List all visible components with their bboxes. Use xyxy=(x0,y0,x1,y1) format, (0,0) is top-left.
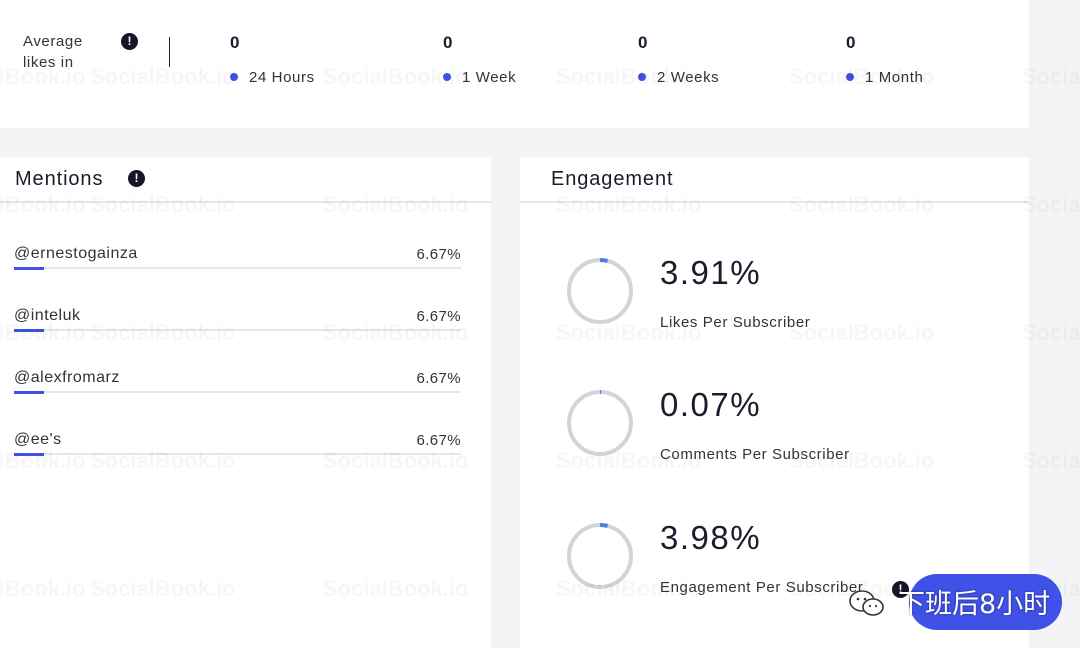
title-divider xyxy=(520,201,1029,203)
mention-bar-fill xyxy=(14,391,44,394)
bullet-dot-icon xyxy=(846,73,854,81)
bullet-dot-icon xyxy=(638,73,646,81)
mention-bar-fill xyxy=(14,453,44,456)
chat-label[interactable]: 下班后8小时 xyxy=(898,589,1051,620)
mention-percent: 6.67% xyxy=(416,308,461,325)
mention-row[interactable]: @ee's 6.67% xyxy=(14,431,461,471)
engagement-label: Comments Per Subscriber xyxy=(660,446,850,463)
stat-value-2-weeks: 0 xyxy=(638,33,648,52)
engagement-title: Engagement xyxy=(551,168,674,190)
engagement-item: 3.91% Likes Per Subscriber xyxy=(566,254,1006,337)
engagement-value: 3.91% xyxy=(660,254,762,291)
watermark-text: SocialBook.io xyxy=(1022,192,1080,218)
mention-row[interactable]: @ernestogainza 6.67% xyxy=(14,245,461,285)
stat-value-1-week: 0 xyxy=(443,33,453,52)
mention-handle: @ee's xyxy=(14,431,62,448)
mention-handle: @alexfromarz xyxy=(14,369,120,386)
mention-bar-track xyxy=(14,391,461,393)
mention-percent: 6.67% xyxy=(416,432,461,449)
info-icon[interactable]: ! xyxy=(121,33,138,50)
info-icon[interactable]: ! xyxy=(128,170,145,187)
mention-row[interactable]: @alexfromarz 6.67% xyxy=(14,369,461,409)
stat-value-1-month: 0 xyxy=(846,33,856,52)
engagement-card: Engagement 3.91% Likes Per Subscriber 0.… xyxy=(520,157,1029,648)
mention-handle: @ernestogainza xyxy=(14,245,138,262)
mentions-card: Mentions ! @ernestogainza 6.67% @inteluk… xyxy=(0,157,491,648)
ring-track xyxy=(567,523,633,589)
average-likes-label: Average likes in xyxy=(23,33,83,71)
mention-percent: 6.67% xyxy=(416,246,461,263)
info-icon: ! xyxy=(892,581,909,598)
watermark-text: SocialBook.io xyxy=(1022,448,1080,474)
ring-progress xyxy=(567,258,633,324)
engagement-value: 3.98% xyxy=(660,519,762,556)
chat-button[interactable] xyxy=(909,574,1062,630)
engagement-item: 3.98% Engagement Per Subscriber xyxy=(566,519,1006,602)
mentions-title: Mentions xyxy=(15,168,104,190)
mention-bar-track xyxy=(14,267,461,269)
ring-track xyxy=(567,390,633,456)
stat-label-1-week: 1 Week xyxy=(443,69,516,86)
engagement-label: Likes Per Subscriber xyxy=(660,314,811,331)
watermark-text: SocialBook.io xyxy=(1022,64,1080,90)
wechat-icon xyxy=(849,590,884,616)
mention-row[interactable]: @inteluk 6.67% xyxy=(14,307,461,347)
mention-bar-track xyxy=(14,453,461,455)
progress-ring xyxy=(567,258,633,324)
mention-handle: @inteluk xyxy=(14,307,81,324)
ring-progress xyxy=(567,390,633,456)
stat-label-2-weeks: 2 Weeks xyxy=(638,69,719,86)
mention-bar-fill xyxy=(14,267,44,270)
engagement-item: 0.07% Comments Per Subscriber xyxy=(566,386,1006,469)
mention-percent: 6.67% xyxy=(416,370,461,387)
engagement-value: 0.07% xyxy=(660,386,762,423)
stat-label-1-month: 1 Month xyxy=(846,69,923,86)
stat-label-24-hours: 24 Hours xyxy=(230,69,315,86)
title-divider xyxy=(0,201,491,203)
engagement-label: Engagement Per Subscriber xyxy=(660,579,864,596)
bullet-dot-icon xyxy=(443,73,451,81)
mention-bar-track xyxy=(14,329,461,331)
ring-track xyxy=(567,258,633,324)
divider xyxy=(169,37,170,67)
mention-bar-fill xyxy=(14,329,44,332)
watermark-text: SocialBook.io xyxy=(1022,320,1080,346)
ring-progress xyxy=(567,523,633,589)
average-likes-card: Average likes in ! 0 24 Hours 0 1 Week 0… xyxy=(0,0,1029,128)
progress-ring xyxy=(567,390,633,456)
stat-value-24-hours: 0 xyxy=(230,33,240,52)
bullet-dot-icon xyxy=(230,73,238,81)
progress-ring xyxy=(567,523,633,589)
